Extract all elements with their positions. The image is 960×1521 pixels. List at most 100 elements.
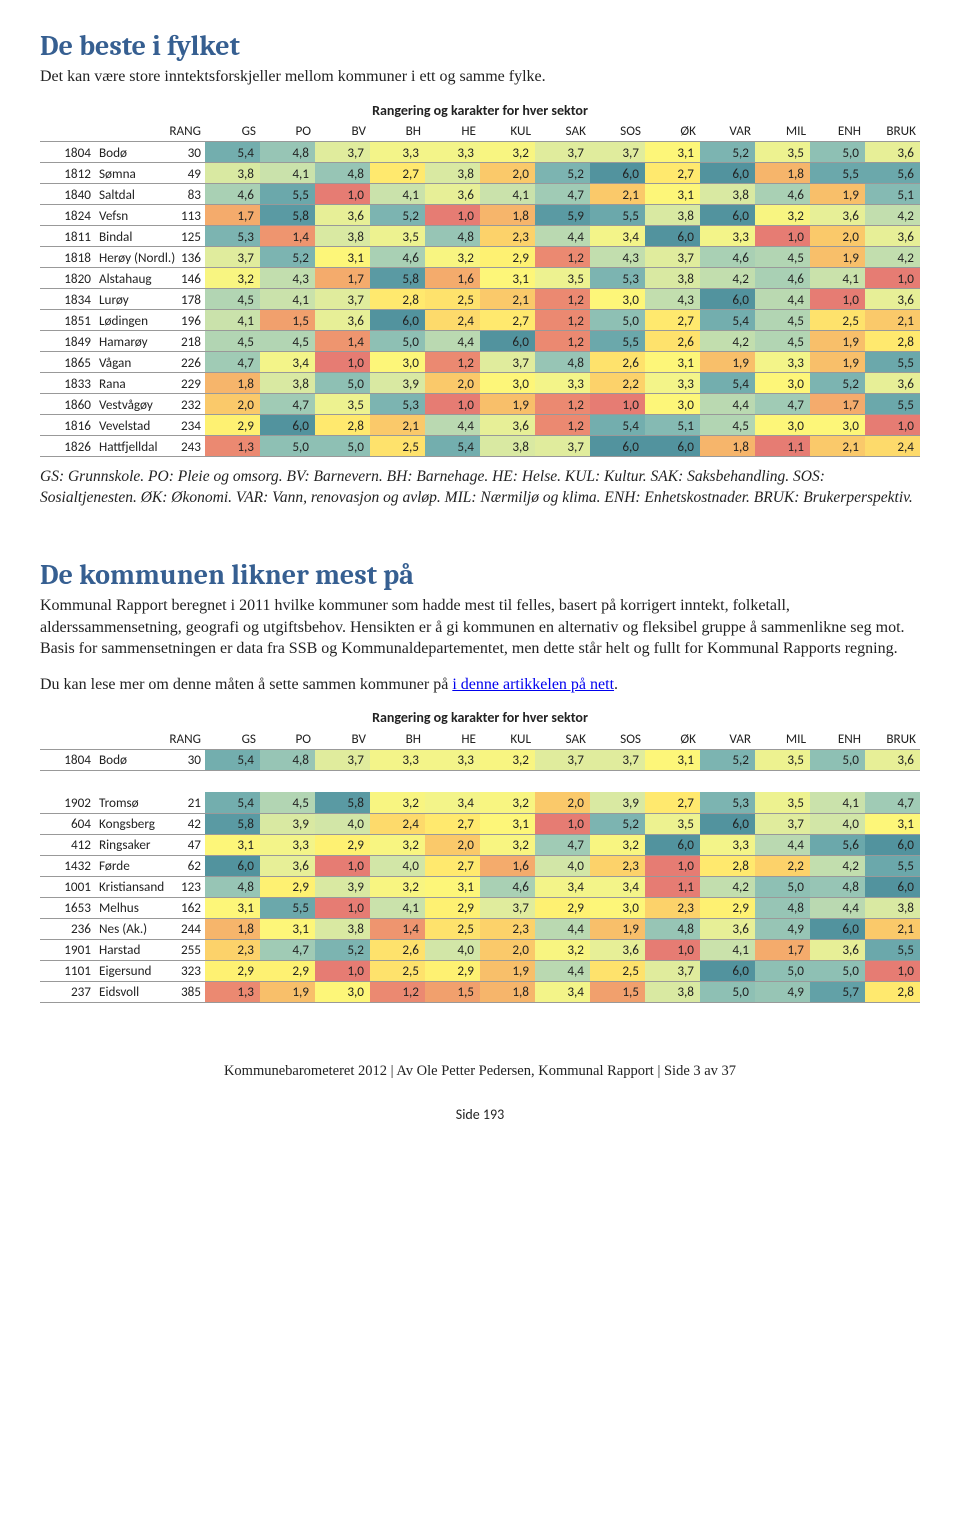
row-rank: 83 (150, 184, 205, 205)
table-row: 1816Vevelstad2342,96,02,82,14,43,61,25,4… (40, 415, 920, 436)
data-cell: 1,9 (480, 394, 535, 415)
data-cell: 3,2 (480, 834, 535, 855)
data-cell: 4,7 (535, 184, 590, 205)
data-cell: 6,0 (700, 813, 755, 834)
col-header: VAR (700, 121, 755, 142)
data-cell: 2,9 (700, 897, 755, 918)
table-row: 1865Vågan2264,73,41,03,01,23,74,82,63,11… (40, 352, 920, 373)
row-id: 1820 (40, 268, 95, 289)
col-header: PO (260, 728, 315, 749)
data-cell: 1,2 (370, 981, 425, 1002)
data-cell: 5,8 (205, 813, 260, 834)
data-cell: 5,0 (370, 331, 425, 352)
row-id: 1818 (40, 247, 95, 268)
row-rank: 49 (150, 163, 205, 184)
data-cell: 3,1 (205, 897, 260, 918)
link-pre: Du kan lese mer om denne måten å sette s… (40, 676, 452, 693)
row-rank: 234 (150, 415, 205, 436)
data-cell: 3,1 (425, 876, 480, 897)
data-cell: 4,0 (535, 855, 590, 876)
data-cell: 4,4 (755, 834, 810, 855)
data-cell: 3,6 (315, 205, 370, 226)
data-cell: 4,5 (755, 331, 810, 352)
table-row: 1820Alstahaug1463,24,31,75,81,63,13,55,3… (40, 268, 920, 289)
data-cell: 3,4 (535, 981, 590, 1002)
table-row: 412Ringsaker473,13,32,93,22,03,24,73,26,… (40, 834, 920, 855)
data-cell: 5,0 (315, 373, 370, 394)
row-rank: 226 (150, 352, 205, 373)
data-cell: 3,6 (315, 310, 370, 331)
data-cell: 2,3 (645, 897, 700, 918)
table-2: Rangering og karakter for hver sektor RA… (40, 709, 920, 1003)
data-cell: 3,7 (315, 142, 370, 163)
row-name: Tromsø (95, 792, 150, 813)
legend-text: GS: Grunnskole. PO: Pleie og omsorg. BV:… (40, 467, 920, 509)
data-cell: 4,0 (425, 939, 480, 960)
data-cell: 4,2 (810, 855, 865, 876)
data-cell: 3,0 (370, 352, 425, 373)
data-cell: 1,2 (535, 331, 590, 352)
data-cell: 2,8 (315, 415, 370, 436)
table-row: 1902Tromsø215,44,55,83,23,43,22,03,92,75… (40, 792, 920, 813)
row-name: Eidsvoll (95, 981, 150, 1002)
data-cell: 2,9 (535, 897, 590, 918)
data-cell: 3,1 (480, 813, 535, 834)
data-cell: 3,7 (205, 247, 260, 268)
data-cell: 4,6 (370, 247, 425, 268)
data-cell: 3,2 (480, 749, 535, 770)
data-cell: 3,7 (535, 436, 590, 457)
data-cell: 3,6 (590, 939, 645, 960)
row-name: Vågan (95, 352, 150, 373)
data-cell: 5,4 (205, 142, 260, 163)
data-cell: 3,6 (260, 855, 315, 876)
row-name: Nes (Ak.) (95, 918, 150, 939)
data-cell: 3,7 (590, 749, 645, 770)
row-rank: 323 (150, 960, 205, 981)
data-cell: 3,2 (370, 792, 425, 813)
col-header: HE (425, 728, 480, 749)
data-cell: 1,0 (810, 289, 865, 310)
data-cell: 1,2 (535, 247, 590, 268)
data-cell: 4,1 (810, 268, 865, 289)
row-name: Bindal (95, 226, 150, 247)
data-cell: 3,5 (315, 394, 370, 415)
data-cell: 1,0 (645, 939, 700, 960)
data-cell: 4,8 (205, 876, 260, 897)
data-cell: 5,0 (810, 749, 865, 770)
data-cell: 5,0 (755, 876, 810, 897)
data-cell: 3,4 (425, 792, 480, 813)
row-name: Hattfjelldal (95, 436, 150, 457)
data-cell: 4,1 (260, 163, 315, 184)
row-id: 1824 (40, 205, 95, 226)
col-header: RANG (150, 121, 205, 142)
data-cell: 2,0 (810, 226, 865, 247)
data-cell: 4,4 (535, 918, 590, 939)
data-cell: 5,5 (865, 939, 920, 960)
article-link[interactable]: i denne artikkelen på nett (452, 676, 614, 693)
row-name: Bodø (95, 749, 150, 770)
data-cell: 1,0 (425, 205, 480, 226)
col-header: SOS (590, 728, 645, 749)
data-cell: 4,1 (810, 792, 865, 813)
data-cell: 2,7 (645, 310, 700, 331)
row-name: Hamarøy (95, 331, 150, 352)
data-cell: 4,9 (755, 981, 810, 1002)
data-cell: 1,7 (315, 268, 370, 289)
data-cell: 6,0 (370, 310, 425, 331)
table-row: 1812Sømna493,84,14,82,73,82,05,26,02,76,… (40, 163, 920, 184)
data-cell: 3,6 (810, 939, 865, 960)
data-cell: 2,5 (370, 960, 425, 981)
data-cell: 3,5 (755, 749, 810, 770)
data-cell: 5,2 (590, 813, 645, 834)
data-cell: 5,6 (810, 834, 865, 855)
row-id: 237 (40, 981, 95, 1002)
data-cell: 2,7 (645, 163, 700, 184)
data-cell: 5,0 (810, 142, 865, 163)
table-row: 1804Bodø305,44,83,73,33,33,23,73,73,15,2… (40, 749, 920, 770)
col-header: MIL (755, 121, 810, 142)
data-cell: 1,4 (260, 226, 315, 247)
data-cell: 4,3 (645, 289, 700, 310)
data-cell: 1,0 (315, 960, 370, 981)
data-cell: 6,0 (645, 436, 700, 457)
data-cell: 3,0 (590, 289, 645, 310)
